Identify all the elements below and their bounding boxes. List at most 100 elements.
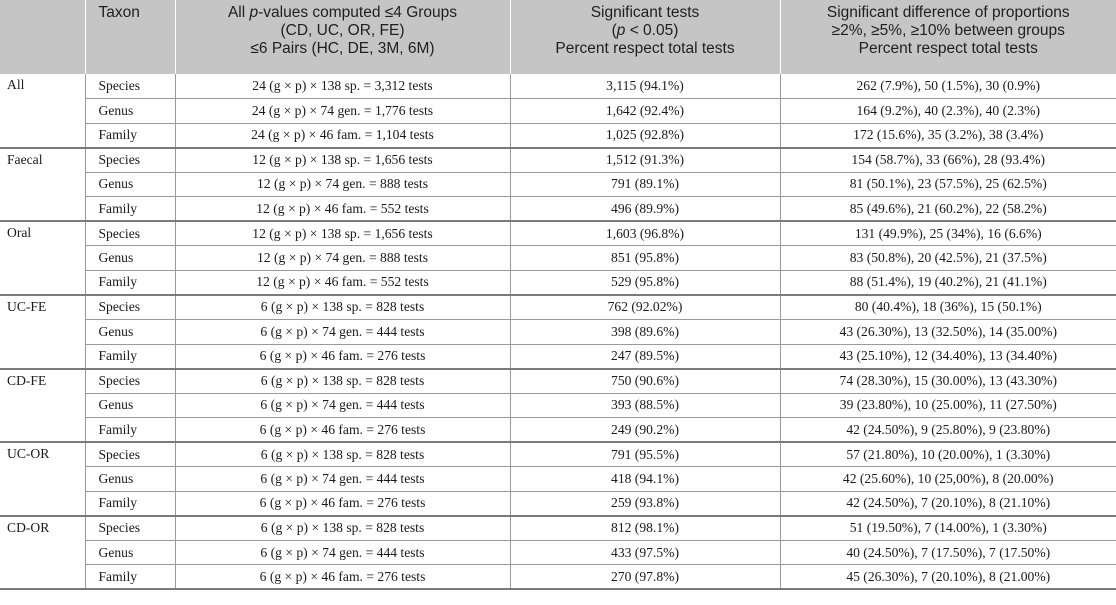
group-label: UC-OR	[0, 442, 85, 517]
table-row: All Species 24 (g × p) × 138 sp. = 3,312 t…	[0, 74, 1116, 149]
proportion-difference-cell: 80 (40.4%), 18 (36%), 15 (50.1%)	[779, 294, 1116, 320]
proportion-difference-cell: 164 (9.2%), 40 (2.3%), 40 (2.3%)	[779, 98, 1116, 124]
table-row: Oral Species 12 (g × p) × 138 sp. = 1,656 …	[0, 221, 1116, 296]
significant-tests-cell: 1,025 (92.8%)	[509, 123, 780, 149]
significant-tests-cell: 393 (88.5%)	[509, 393, 780, 419]
taxon-cell: Family	[84, 123, 175, 149]
significant-tests-cell: 418 (94.1%)	[509, 466, 780, 492]
taxon-cell: Family	[84, 491, 175, 517]
header-pvalues-pre: All	[227, 4, 250, 21]
computed-tests-cell: 24 (g × p) × 74 gen. = 1,776 tests	[174, 98, 510, 124]
group-label: CD-FE	[0, 368, 85, 444]
header-diff-line3: Percent respect total tests	[858, 40, 1038, 57]
table-row: Genus 6 (g × p) × 74 gen. = 444 tests 433 …	[0, 540, 1116, 566]
proportion-difference-cell: 43 (26.30%), 13 (32.50%), 14 (35.00%)	[779, 319, 1116, 345]
table-row: Genus 6 (g × p) × 74 gen. = 444 tests 418 …	[0, 466, 1116, 492]
significant-tests-cell: 750 (90.6%)	[509, 368, 780, 394]
header-sig-post: < 0.05)	[625, 22, 679, 39]
taxon-cell: Genus	[84, 172, 175, 198]
header-group	[0, 0, 85, 74]
taxon-cell: Family	[84, 196, 175, 223]
proportion-difference-cell: 51 (19.50%), 7 (14.00%), 1 (3.30%)	[779, 515, 1116, 541]
table-row: Family 6 (g × p) × 46 fam. = 276 tests 249…	[0, 417, 1116, 444]
proportion-difference-cell: 83 (50.8%), 20 (42.5%), 21 (37.5%)	[779, 245, 1116, 271]
significant-tests-cell: 762 (92.02%)	[509, 294, 780, 320]
proportion-difference-cell: 43 (25.10%), 12 (34.40%), 13 (34.40%)	[779, 344, 1116, 370]
group-label: UC-FE	[0, 294, 85, 370]
taxon-cell: Genus	[84, 540, 175, 566]
significant-tests-cell: 270 (97.8%)	[509, 564, 780, 591]
proportion-difference-cell: 172 (15.6%), 35 (3.2%), 38 (3.4%)	[779, 123, 1116, 149]
proportion-difference-cell: 40 (24.50%), 7 (17.50%), 7 (17.50%)	[779, 540, 1116, 566]
computed-tests-cell: 6 (g × p) × 138 sp. = 828 tests	[174, 294, 510, 320]
computed-tests-cell: 12 (g × p) × 74 gen. = 888 tests	[174, 172, 510, 198]
significant-tests-cell: 529 (95.8%)	[509, 270, 780, 296]
taxon-cell: Genus	[84, 98, 175, 124]
taxon-cell: Family	[84, 344, 175, 370]
table-row: Family 6 (g × p) × 46 fam. = 276 tests 259…	[0, 491, 1116, 517]
table-row: UC-OR Species 6 (g × p) × 138 sp. = 828 te…	[0, 442, 1116, 517]
header-pvalues-computed: All p-values computed ≤4 Groups (CD, UC,…	[174, 0, 510, 74]
header-pvalues-line2: (CD, UC, OR, FE)	[280, 22, 405, 39]
proportion-difference-cell: 81 (50.1%), 23 (57.5%), 25 (62.5%)	[779, 172, 1116, 198]
proportion-difference-cell: 74 (28.30%), 15 (30.00%), 13 (43.30%)	[779, 368, 1116, 394]
significant-tests-cell: 791 (95.5%)	[509, 442, 780, 468]
significant-tests-cell: 791 (89.1%)	[509, 172, 780, 198]
significant-tests-cell: 1,512 (91.3%)	[509, 147, 780, 173]
table-row: Family 6 (g × p) × 46 fam. = 276 tests 270…	[0, 564, 1116, 591]
taxon-cell: Genus	[84, 245, 175, 271]
significant-tests-cell: 496 (89.9%)	[509, 196, 780, 223]
table-row: Genus 24 (g × p) × 74 gen. = 1,776 tests 1…	[0, 98, 1116, 124]
computed-tests-cell: 6 (g × p) × 138 sp. = 828 tests	[174, 442, 510, 468]
header-significant-difference: Significant difference of proportions ≥2…	[779, 0, 1116, 74]
table-row: Family 6 (g × p) × 46 fam. = 276 tests 247…	[0, 344, 1116, 370]
group-label: Oral	[0, 221, 85, 296]
table-row: Family 12 (g × p) × 46 fam. = 552 tests 52…	[0, 270, 1116, 296]
computed-tests-cell: 6 (g × p) × 74 gen. = 444 tests	[174, 466, 510, 492]
results-table: Taxon All p-values computed ≤4 Groups (C…	[0, 0, 1116, 591]
taxon-cell: Species	[84, 74, 175, 100]
proportion-difference-cell: 131 (49.9%), 25 (34%), 16 (6.6%)	[779, 221, 1116, 247]
table-row: UC-FE Species 6 (g × p) × 138 sp. = 828 te…	[0, 294, 1116, 370]
header-sig-line2: (p < 0.05)	[515, 22, 776, 40]
significant-tests-cell: 851 (95.8%)	[509, 245, 780, 271]
table-row: Family 24 (g × p) × 46 fam. = 1,104 tests…	[0, 123, 1116, 149]
taxon-cell: Family	[84, 564, 175, 591]
computed-tests-cell: 6 (g × p) × 74 gen. = 444 tests	[174, 319, 510, 345]
computed-tests-cell: 12 (g × p) × 46 fam. = 552 tests	[174, 270, 510, 296]
proportion-difference-cell: 154 (58.7%), 33 (66%), 28 (93.4%)	[779, 147, 1116, 173]
header-diff-line1: Significant difference of proportions	[826, 4, 1070, 21]
table-row: Family 12 (g × p) × 46 fam. = 552 tests 49…	[0, 196, 1116, 223]
significant-tests-cell: 812 (98.1%)	[509, 515, 780, 541]
computed-tests-cell: 6 (g × p) × 74 gen. = 444 tests	[174, 540, 510, 566]
taxon-cell: Genus	[84, 466, 175, 492]
table-body: All Species 24 (g × p) × 138 sp. = 3,312 t…	[0, 74, 1116, 591]
header-taxon: Taxon	[84, 0, 175, 74]
proportion-difference-cell: 57 (21.80%), 10 (20.00%), 1 (3.30%)	[779, 442, 1116, 468]
computed-tests-cell: 6 (g × p) × 46 fam. = 276 tests	[174, 564, 510, 591]
proportion-difference-cell: 39 (23.80%), 10 (25.00%), 11 (27.50%)	[779, 393, 1116, 419]
computed-tests-cell: 12 (g × p) × 138 sp. = 1,656 tests	[174, 147, 510, 173]
computed-tests-cell: 6 (g × p) × 138 sp. = 828 tests	[174, 368, 510, 394]
group-label: CD-OR	[0, 515, 85, 591]
significant-tests-cell: 433 (97.5%)	[509, 540, 780, 566]
table-row: CD-FE Species 6 (g × p) × 138 sp. = 828 te…	[0, 368, 1116, 444]
header-pvalues-line1: All p-values computed ≤4 Groups	[180, 4, 506, 22]
significant-tests-cell: 247 (89.5%)	[509, 344, 780, 370]
computed-tests-cell: 6 (g × p) × 138 sp. = 828 tests	[174, 515, 510, 541]
significant-tests-cell: 1,603 (96.8%)	[509, 221, 780, 247]
proportion-difference-cell: 262 (7.9%), 50 (1.5%), 30 (0.9%)	[779, 74, 1116, 100]
header-sig-line1: Significant tests	[590, 4, 700, 21]
taxon-cell: Species	[84, 368, 175, 394]
header-row: Taxon All p-values computed ≤4 Groups (C…	[0, 0, 1116, 74]
header-significant-tests: Significant tests (p < 0.05) Percent res…	[509, 0, 780, 74]
taxon-cell: Family	[84, 270, 175, 296]
proportion-difference-cell: 45 (26.30%), 7 (20.10%), 8 (21.00%)	[779, 564, 1116, 591]
header-pvalues-line3: ≤6 Pairs (HC, DE, 3M, 6M)	[250, 40, 435, 57]
computed-tests-cell: 6 (g × p) × 46 fam. = 276 tests	[174, 417, 510, 444]
significant-tests-cell: 249 (90.2%)	[509, 417, 780, 444]
significant-tests-cell: 398 (89.6%)	[509, 319, 780, 345]
table-row: Faecal Species 12 (g × p) × 138 sp. = 1,65…	[0, 147, 1116, 223]
header-sig-pre: (	[611, 22, 617, 39]
taxon-cell: Genus	[84, 393, 175, 419]
